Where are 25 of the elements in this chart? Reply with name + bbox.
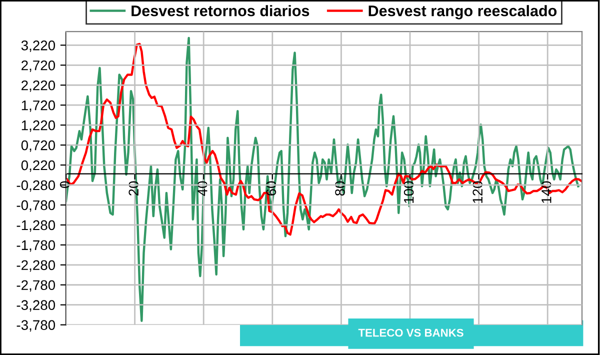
- x-tick-label: 20: [128, 181, 139, 196]
- y-tick-label: 1,720: [22, 100, 56, 112]
- y-tick-label: -0,780: [16, 200, 56, 212]
- y-tick-label: -3,280: [16, 300, 56, 312]
- y-tick-label: -1,280: [16, 220, 56, 232]
- y-tick-label: 2,220: [22, 80, 56, 92]
- x-tick-label: 60: [266, 181, 276, 196]
- x-tick-label: 100: [404, 181, 414, 203]
- y-tick-label: 0,220: [21, 160, 56, 172]
- text: TELECO VS BANKS: [358, 328, 464, 337]
- y-tick-label: 3,220: [21, 40, 56, 52]
- x-tick-label: 80: [335, 181, 345, 196]
- y-tick-label: 1,220: [22, 120, 56, 132]
- legend-label: Desvest rango reescalado: [368, 5, 557, 20]
- y-tick-label: -3,780: [16, 320, 56, 332]
- legend-label: Desvest retornos diarios: [132, 5, 310, 16]
- y-tick-label: -1,780: [16, 240, 56, 252]
- y-tick-label: -2,780: [16, 280, 56, 292]
- x-tick-label: 120: [472, 181, 483, 203]
- x-tick-label: 40: [197, 181, 208, 196]
- y-tick-label: -2,280: [16, 260, 56, 272]
- x-tick-label: 140: [541, 181, 552, 203]
- y-tick-label: -0,280: [16, 180, 56, 192]
- y-tick-label: 2,720: [22, 60, 56, 72]
- y-tick-label: 0,720: [21, 140, 56, 152]
